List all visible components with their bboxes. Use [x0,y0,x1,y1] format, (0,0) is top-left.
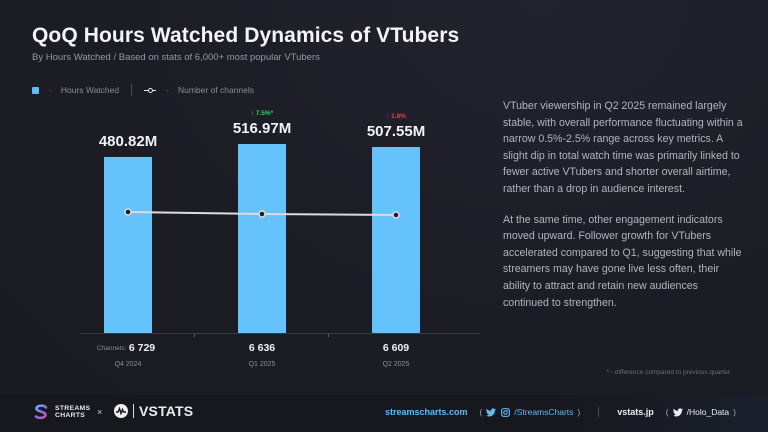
instagram-icon[interactable] [500,407,510,417]
legend-dash: - [166,85,169,95]
footer-bar: STREAMS CHARTS × VSTATS streamscharts.co… [0,395,768,432]
bar-q1-2025[interactable] [238,144,286,333]
x-axis-label: Q4 2024 [114,361,142,368]
footer-divider [598,407,600,417]
description-paragraph: At the same time, other engagement indic… [503,213,742,309]
x-axis-tick [328,334,329,337]
channels-value: 6 636 [248,342,276,354]
footer-links: streamscharts.com ( /StreamsCharts ) vst… [384,407,736,417]
bar-value-label: 516.97M [232,120,292,137]
channels-line-series [124,208,400,219]
bar-swatch-icon [32,86,39,94]
description-panel: VTuber viewership in Q2 2025 remained la… [503,98,743,311]
streamscharts-handle-link[interactable]: /StreamsCharts [514,407,574,417]
vstats-wordmark: VSTATS [139,403,194,419]
bar-q2-2025[interactable] [372,147,420,333]
line-point[interactable] [124,208,132,216]
twitter-icon[interactable] [672,407,683,417]
x-axis-line [80,333,480,334]
collab-times-sign: × [97,407,103,417]
vstats-logo[interactable]: VSTATS [114,403,193,419]
vstats-site-link[interactable]: vstats.jp [617,407,654,417]
page-subtitle: By Hours Watched / Based on stats of 6,0… [32,52,320,63]
legend-label-channels: Number of channels [177,85,255,95]
line-marker-icon [144,86,157,94]
streamscharts-logo[interactable]: STREAMS CHARTS [32,403,90,421]
streamscharts-logo-icon [32,403,50,421]
streamscharts-site-link[interactable]: streamscharts.com [384,407,468,417]
page-title: QoQ Hours Watched Dynamics of VTubers [32,24,460,47]
delta-badge-down: ↓ 1.8% [386,113,406,120]
legend-divider [131,84,133,96]
chart-legend: - Hours Watched - Number of channels [32,84,254,96]
legend-label-hours-watched: Hours Watched [60,85,120,95]
twitter-icon[interactable] [486,407,497,417]
footnote: * - difference compared to previous quar… [606,369,730,376]
line-point[interactable] [392,211,400,219]
bar-q4-2024[interactable] [104,157,152,333]
line-point[interactable] [258,210,266,218]
streamscharts-wordmark: STREAMS CHARTS [55,405,91,419]
vstats-handle-link[interactable]: /Holo_Data [686,407,730,417]
bar-value-label: 480.82M [98,133,158,150]
bar-value-label: 507.55M [366,123,426,140]
description-paragraph: VTuber viewership in Q2 2025 remained la… [503,100,743,195]
x-axis-label: Q2 2025 [382,361,410,368]
channels-value: 6 729 [128,342,156,354]
delta-badge-up: ↑ 7.5%* [250,110,274,117]
vstats-logo-icon [114,404,128,418]
channels-prefix-label: Channels: [97,345,127,352]
x-axis-tick [194,334,195,337]
bar-chart: 480.82M 516.97M 507.55M ↑ 7.5%* ↓ 1.8% C… [80,100,480,380]
channels-value: 6 609 [382,342,410,354]
legend-dash: - [49,85,52,95]
x-axis-label: Q1 2025 [248,361,276,368]
vstats-logo-divider [133,404,134,418]
